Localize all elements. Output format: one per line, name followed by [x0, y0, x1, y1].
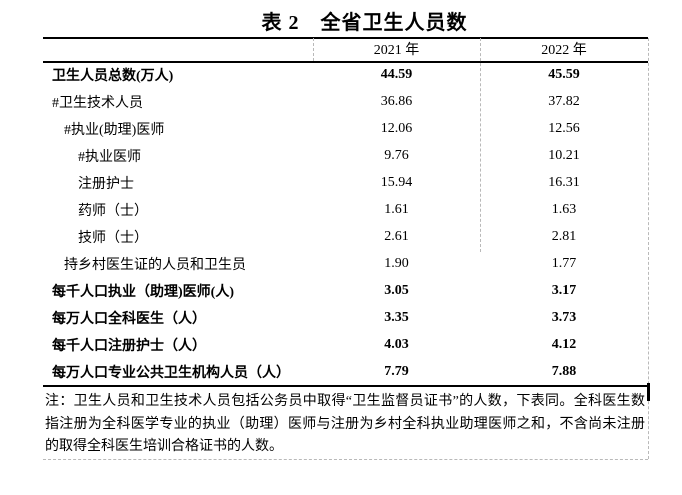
- value-2022: 45.59: [548, 66, 580, 82]
- table-footnote: 注：卫生人员和卫生技术人员包括公务员中取得“卫生监督员证书”的人数，下表同。全科…: [45, 394, 645, 454]
- value-2021: 1.61: [384, 201, 409, 217]
- header-year-2021: 2021 年: [373, 43, 420, 58]
- table-top-border: [43, 37, 648, 39]
- table-row: 每千人口执业（助理)医师(人) 3.05 3.17: [43, 277, 648, 304]
- row-label: 每千人口执业（助理)医师(人): [52, 284, 234, 300]
- row-label: #执业(助理)医师: [64, 122, 165, 138]
- health-personnel-table: 2021 年 2022 年 卫生人员总数(万人) 44.59 45.59 #卫生技术人…: [43, 37, 648, 385]
- value-2021: 3.35: [384, 309, 409, 325]
- table-row: 注册护士 15.94 16.31: [43, 169, 648, 196]
- row-label: 每千人口注册护士（人）: [52, 338, 206, 354]
- value-2021: 1.90: [384, 255, 409, 271]
- value-2022: 37.82: [548, 93, 580, 109]
- value-2021: 36.86: [380, 93, 413, 109]
- text-cursor: [647, 383, 650, 401]
- row-label: #执业医师: [78, 149, 141, 165]
- value-2022: 7.88: [551, 363, 577, 379]
- value-2022: 12.56: [548, 120, 580, 136]
- row-label: 药师（士）: [78, 203, 148, 219]
- table-row: #执业(助理)医师 12.06 12.56: [43, 115, 648, 142]
- row-label: 每万人口专业公共卫生机构人员（人）: [52, 365, 290, 381]
- note-bottom-gridline: [43, 459, 648, 460]
- row-label: 持乡村医生证的人员和卫生员: [64, 257, 246, 273]
- value-2021: 7.79: [384, 363, 409, 379]
- table-row: #卫生技术人员 36.86 37.82: [43, 88, 648, 115]
- table-row: 每万人口全科医生（人） 3.35 3.73: [43, 304, 648, 331]
- table-row: 每千人口注册护士（人） 4.03 4.12: [43, 331, 648, 358]
- table-right-gridline: [648, 38, 649, 459]
- row-label: 每万人口全科医生（人）: [52, 311, 206, 327]
- value-2022: 16.31: [548, 174, 580, 190]
- value-2022: 1.63: [551, 201, 577, 217]
- column-2021-gridline: [480, 38, 481, 252]
- table-row: 每万人口专业公共卫生机构人员（人） 7.79 7.88: [43, 358, 648, 385]
- value-2021: 44.59: [380, 66, 413, 82]
- value-2021: 2.61: [384, 228, 409, 244]
- header-blank-cell: [43, 37, 313, 61]
- table-row: 技师（士） 2.61 2.81: [43, 223, 648, 250]
- value-2021: 4.03: [384, 336, 409, 352]
- row-label: #卫生技术人员: [52, 95, 143, 111]
- header-bottom-border: [43, 61, 648, 63]
- value-2021: 12.06: [380, 120, 413, 136]
- value-2022: 1.77: [551, 255, 577, 271]
- value-2022: 2.81: [551, 228, 577, 244]
- header-row: 2021 年 2022 年: [43, 37, 648, 61]
- value-2021: 9.76: [384, 147, 409, 163]
- table-row: 持乡村医生证的人员和卫生员 1.90 1.77: [43, 250, 648, 277]
- value-2022: 3.73: [551, 309, 577, 325]
- value-2021: 3.05: [384, 282, 409, 298]
- row-label: 注册护士: [78, 176, 134, 192]
- table-row: 卫生人员总数(万人) 44.59 45.59: [43, 61, 648, 88]
- row-label: 卫生人员总数(万人): [52, 68, 174, 84]
- header-year-2022: 2022 年: [541, 43, 587, 58]
- value-2021: 15.94: [380, 174, 413, 190]
- header-column-gridline: [313, 38, 314, 61]
- value-2022: 3.17: [551, 282, 577, 298]
- value-2022: 4.12: [551, 336, 577, 352]
- value-2022: 10.21: [548, 147, 580, 163]
- table-bottom-border: [43, 385, 648, 387]
- row-label: 技师（士）: [78, 230, 148, 246]
- table-title: 表 2 全省卫生人员数: [261, 12, 468, 34]
- table-row: 药师（士） 1.61 1.63: [43, 196, 648, 223]
- table-row: #执业医师 9.76 10.21: [43, 142, 648, 169]
